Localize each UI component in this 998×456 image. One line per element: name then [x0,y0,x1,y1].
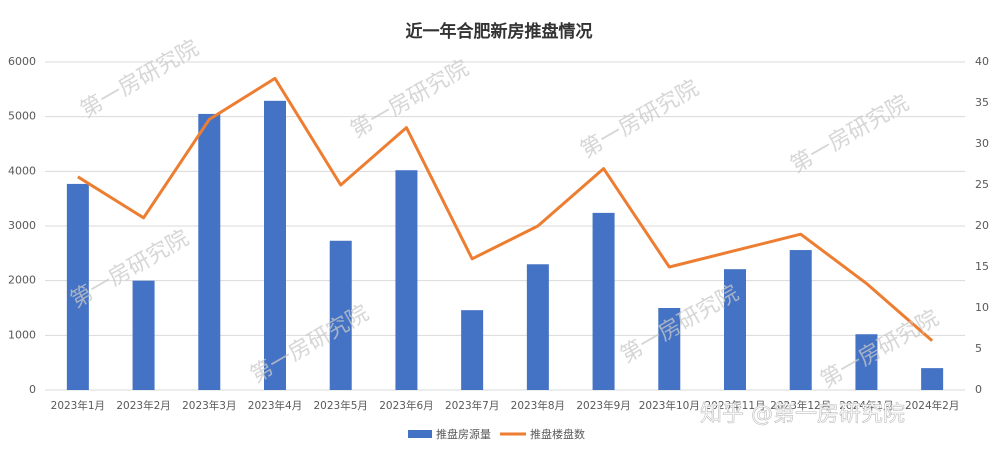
bar [264,100,286,391]
x-tick-label: 2023年11月 [704,399,765,412]
chart-title: 近一年合肥新房推盘情况 [406,21,593,42]
x-tick-label: 2023年3月 [182,399,236,412]
y2-tick-label: 40 [975,55,989,68]
legend-label: 推盘房源量 [436,427,491,441]
y-tick-label: 5000 [8,110,36,123]
bar [198,113,221,390]
x-tick-label: 2023年12月 [770,399,831,412]
x-tick-label: 2023年7月 [445,399,499,412]
x-tick-label: 2024年1月 [839,399,893,412]
bar [921,368,944,390]
bar [855,334,878,390]
x-tick-label: 2023年6月 [379,399,433,412]
bar [395,170,418,390]
legend-swatch [408,430,432,438]
bar [724,269,746,390]
y2-tick-label: 35 [975,96,989,109]
y2-tick-label: 0 [975,383,982,396]
x-tick-label: 2023年4月 [248,399,302,412]
x-tick-label: 2023年10月 [639,399,700,412]
y-tick-label: 4000 [8,164,36,177]
y2-tick-label: 5 [975,342,982,355]
x-tick-label: 2023年5月 [314,399,368,412]
y2-tick-label: 15 [975,260,989,273]
legend-label: 推盘楼盘数 [530,427,585,441]
y-tick-label: 1000 [8,328,36,341]
x-tick-label: 2023年9月 [576,399,630,412]
y2-tick-label: 30 [975,137,989,150]
x-tick-label: 2023年1月 [51,399,105,412]
bar [329,240,352,390]
bar [789,250,812,390]
x-tick-label: 2023年8月 [511,399,565,412]
bar [132,280,155,390]
y-tick-label: 0 [29,383,36,396]
bar [66,183,89,390]
bar [592,212,615,390]
x-tick-label: 2023年2月 [116,399,170,412]
y-tick-label: 6000 [8,55,36,68]
y-tick-label: 3000 [8,219,36,232]
y2-tick-label: 25 [975,178,989,191]
bar [526,264,549,390]
bar [461,310,484,390]
y-tick-label: 2000 [8,274,36,287]
x-tick-label: 2024年2月 [905,399,959,412]
y2-tick-label: 10 [975,301,989,314]
credit: 知乎 @第一房研究院 [700,402,905,427]
line-series [77,76,934,342]
bar [658,308,681,390]
y2-tick-label: 20 [975,219,989,232]
